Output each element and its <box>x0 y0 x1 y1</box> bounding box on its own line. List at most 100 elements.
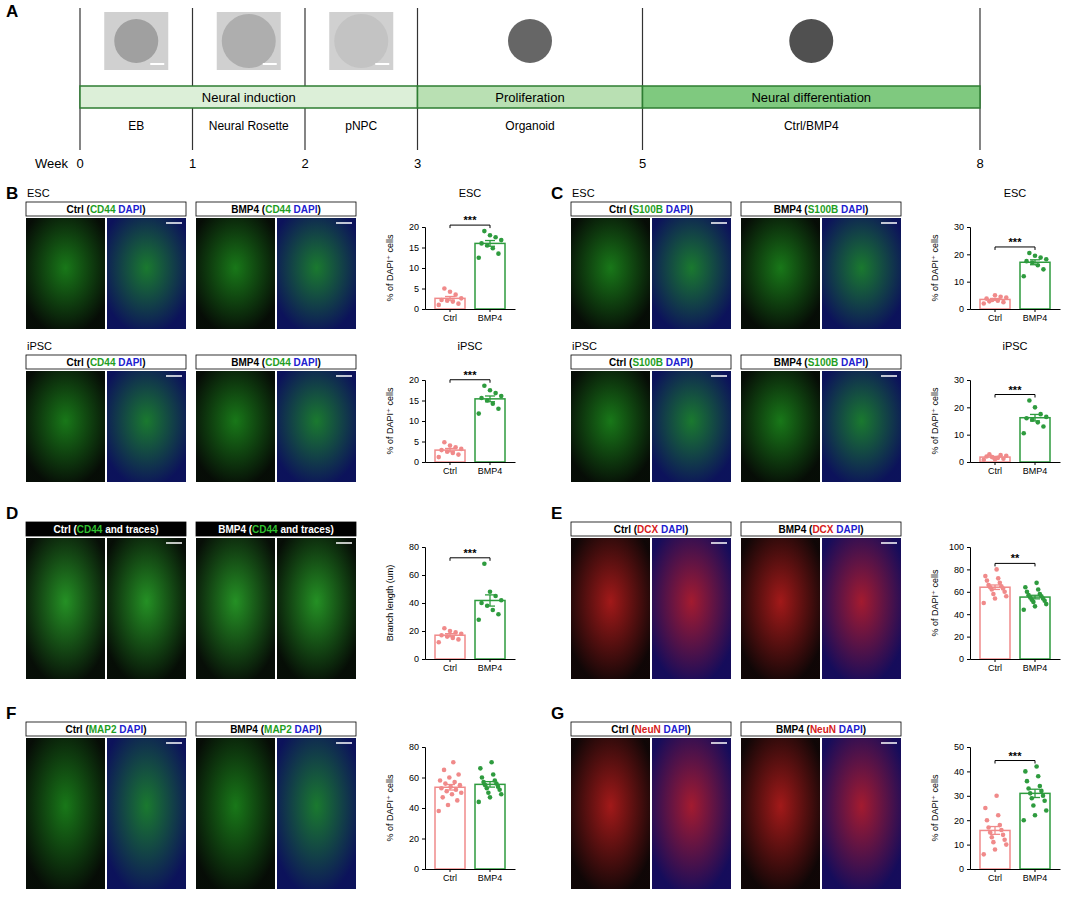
scale-bar <box>375 63 389 65</box>
axis-title: Branch length (um) <box>385 565 395 642</box>
plot-marks <box>435 383 505 462</box>
photo-object <box>334 14 388 68</box>
micrograph <box>107 218 186 329</box>
tick-label: 20 <box>954 403 964 413</box>
data-point <box>436 303 441 308</box>
data-point <box>1004 594 1009 599</box>
tick: 10 <box>954 277 970 287</box>
tick-mark <box>967 820 970 821</box>
significance-label: *** <box>1009 384 1023 396</box>
header-segment: CD44 <box>90 357 116 368</box>
tick-mark <box>422 808 425 809</box>
image-header <box>571 202 731 216</box>
y-axis: 01020304050 <box>954 742 971 874</box>
tick: 15 <box>409 396 425 406</box>
phase-bar <box>643 86 981 108</box>
tick-mark <box>450 659 451 662</box>
bar <box>435 635 465 659</box>
data-point <box>439 633 444 638</box>
header-segment: DAPI <box>834 524 861 535</box>
error-bar-cap <box>445 633 455 634</box>
tick-label: 5 <box>414 284 419 294</box>
tick: 30 <box>954 791 970 801</box>
error-bar <box>1030 595 1040 599</box>
micrograph <box>822 371 901 482</box>
data-point <box>1033 813 1038 818</box>
tick-mark <box>422 289 425 290</box>
panel-letter: D <box>6 504 18 523</box>
tick-mark <box>422 575 425 576</box>
image-header <box>196 522 356 536</box>
data-point <box>459 296 464 301</box>
chart-title: ESC <box>459 187 482 199</box>
tick-label: 100 <box>949 542 964 552</box>
week-label: 0 <box>76 156 83 171</box>
micrograph <box>741 538 820 679</box>
week-label: 2 <box>301 156 308 171</box>
data-point <box>439 448 444 453</box>
tick: Ctrl <box>443 869 457 883</box>
axis-line <box>971 659 1061 660</box>
x-axis: CtrlBMP4 <box>426 869 516 883</box>
header-segment: CD44 <box>265 357 291 368</box>
micrograph-signal <box>196 538 275 679</box>
panel-letter: B <box>6 184 18 203</box>
data-point <box>496 406 501 411</box>
panel-letter: G <box>551 704 564 723</box>
tick-mark <box>1035 462 1036 465</box>
tick-label: 30 <box>954 791 964 801</box>
plot-marks <box>435 562 505 660</box>
data-point <box>1033 405 1038 410</box>
row-label: iPSC <box>27 340 52 352</box>
image-header-text: BMP4 (MAP2 DAPI) <box>230 724 322 735</box>
header-segment: DAPI <box>291 204 318 215</box>
tick: Ctrl <box>988 659 1002 673</box>
micrograph <box>571 218 650 329</box>
tick-label: Ctrl <box>988 313 1002 323</box>
y-axis: 05101520 <box>409 222 426 314</box>
data-point <box>486 790 491 795</box>
tick-mark <box>1035 309 1036 312</box>
stage-label: EB <box>128 119 144 133</box>
tick-label: BMP4 <box>1023 663 1048 673</box>
y-axis: 0102030 <box>954 222 971 314</box>
data-point <box>491 772 496 777</box>
axis-line <box>426 462 516 463</box>
axis-title: % of DAPI⁺ cells <box>930 774 940 841</box>
tick-mark <box>422 227 425 228</box>
tick-label: 15 <box>409 396 419 406</box>
tick-label: 30 <box>954 222 964 232</box>
micrograph <box>652 538 731 679</box>
data-point <box>1036 587 1041 592</box>
panel-row: iPSCCtrl (CD44 DAPI)BMP4 (CD44 DAPI) <box>26 340 356 482</box>
tick: Ctrl <box>443 659 457 673</box>
data-point <box>479 241 484 246</box>
data-point <box>985 578 990 583</box>
y-axis: 05101520 <box>409 375 426 467</box>
data-point <box>496 251 501 256</box>
header-segment: ) <box>142 204 145 215</box>
data-point <box>1021 274 1026 279</box>
image-header <box>741 722 901 736</box>
header-segment: DAPI <box>291 357 318 368</box>
header-segment: ) <box>143 724 146 735</box>
data-point <box>478 766 483 771</box>
image-header-text: Ctrl (S100B DAPI) <box>609 357 693 368</box>
micrograph-signal <box>196 371 275 482</box>
header-segment: BMP4 ( <box>218 524 253 535</box>
data-point <box>993 847 998 852</box>
header-segment: S100B <box>808 357 839 368</box>
micrograph-signal <box>571 371 650 482</box>
tick-label: 30 <box>954 375 964 385</box>
data-point <box>1001 300 1006 305</box>
tick-mark <box>450 309 451 312</box>
image-header-text: Ctrl (S100B DAPI) <box>609 204 693 215</box>
error-bar-stem <box>994 827 995 835</box>
error-bar <box>990 585 1000 589</box>
tick: 60 <box>954 587 970 597</box>
data-point <box>436 455 441 460</box>
tick-label: 60 <box>954 587 964 597</box>
data-point <box>1029 796 1034 801</box>
data-point <box>451 760 456 765</box>
image-header-text: BMP4 (CD44 and traces) <box>218 524 334 535</box>
